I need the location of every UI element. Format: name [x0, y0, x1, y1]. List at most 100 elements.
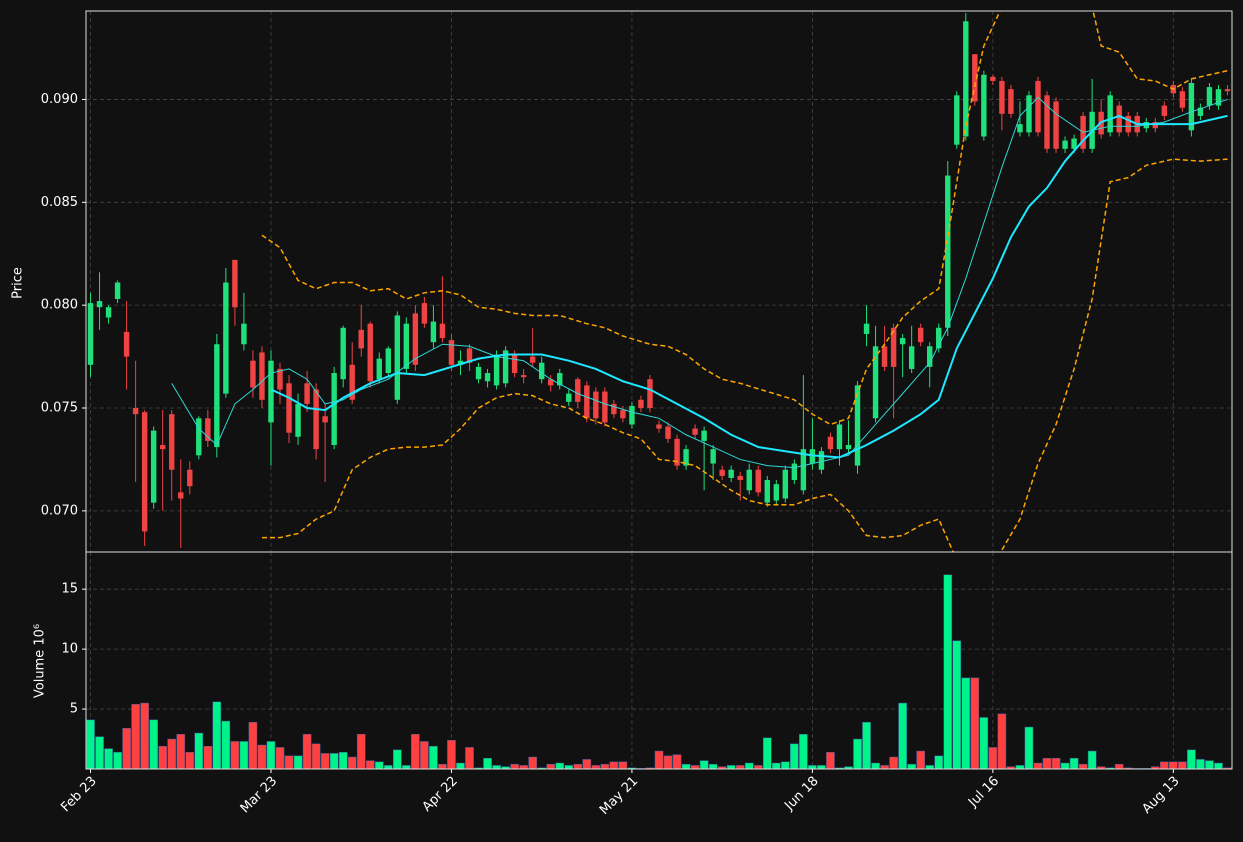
candle-body — [566, 393, 572, 402]
candle-body — [854, 385, 861, 466]
volume-bar — [1078, 763, 1088, 770]
volume-bar — [672, 754, 682, 770]
volume-bar — [266, 741, 276, 770]
volume-bar — [257, 744, 267, 770]
volume-bar — [329, 753, 339, 770]
y-tick-label: 0.070 — [41, 503, 78, 518]
y-tick-label: 0.080 — [41, 298, 78, 313]
candle-body — [295, 403, 301, 437]
moving-average — [270, 114, 1228, 459]
volume-bar — [618, 761, 628, 770]
volume-bar — [744, 762, 754, 770]
volume-bar — [979, 717, 989, 770]
candle-body — [1197, 107, 1204, 116]
candle-body — [1224, 89, 1231, 92]
candle-body — [647, 379, 653, 409]
candle-body — [1206, 87, 1213, 106]
candle-body — [430, 321, 437, 343]
volume-bar — [681, 763, 691, 770]
candle-body — [548, 379, 554, 386]
candle-body — [493, 354, 500, 386]
candle-body — [908, 346, 915, 369]
candle-body — [457, 360, 464, 365]
candle-body — [936, 327, 942, 349]
candle-body — [755, 469, 761, 493]
band-line — [261, 158, 1228, 552]
volume-bar — [600, 763, 610, 770]
volume-bar — [699, 760, 709, 770]
candle-body — [674, 438, 680, 466]
candle-body — [1026, 95, 1032, 133]
candle-body — [611, 403, 617, 415]
candle-body — [250, 360, 256, 388]
volume-bar — [1160, 761, 1169, 770]
candle-body — [954, 95, 960, 145]
candle-body — [899, 338, 906, 345]
candle-body — [818, 451, 825, 470]
volume-bar — [546, 763, 556, 770]
volume-bar — [374, 761, 384, 770]
candle-body — [557, 373, 563, 386]
volume-bar — [320, 753, 330, 770]
volume-bar — [302, 733, 312, 770]
candle-body — [890, 327, 897, 367]
volume-bar — [1214, 762, 1223, 770]
candle-body — [656, 424, 662, 429]
candle-body — [178, 492, 184, 499]
candle-body — [990, 76, 996, 81]
volume-bar — [122, 727, 131, 770]
candle-body — [1044, 95, 1050, 149]
candle-body — [746, 469, 752, 491]
candle-body — [331, 373, 337, 446]
y-tick-label: 10 — [61, 642, 78, 657]
candle-body — [1152, 122, 1159, 129]
candle-body — [1062, 140, 1068, 149]
volume-bar — [131, 704, 140, 770]
volume-bar — [690, 765, 700, 770]
candle-body — [385, 348, 391, 374]
volume-bar — [365, 760, 375, 770]
candle-body — [575, 379, 581, 402]
volume-bar — [862, 721, 871, 770]
candle-body — [538, 362, 545, 380]
candle-body — [638, 399, 644, 409]
candle-body — [511, 354, 518, 374]
volume-bar — [1114, 763, 1124, 770]
candle-body — [593, 391, 599, 419]
volume-frame — [85, 551, 1233, 770]
candle-body — [376, 358, 382, 380]
volume-bar — [293, 755, 303, 770]
volume-bar — [447, 739, 456, 770]
candle-body — [96, 301, 103, 308]
volume-bar — [790, 743, 799, 770]
volume-bar — [934, 755, 944, 770]
price-axis-label: Price — [11, 267, 26, 299]
volume-bar — [988, 747, 998, 770]
y-tick-label: 15 — [61, 582, 78, 597]
volume-panel — [86, 574, 1232, 770]
candle-body — [187, 469, 193, 487]
candle-body — [304, 383, 310, 404]
volume-bar — [158, 745, 168, 770]
volume-bar — [582, 759, 592, 770]
volume-bar — [1087, 750, 1097, 770]
volume-bar — [916, 750, 925, 770]
candle-body — [394, 315, 401, 400]
volume-bar — [456, 762, 465, 770]
volume-bar — [1051, 757, 1061, 770]
volume-bar — [104, 748, 113, 770]
volume-bar — [1015, 765, 1025, 770]
volume-bar — [753, 765, 763, 770]
candle-body — [520, 375, 527, 378]
volume-bar — [817, 765, 826, 770]
volume-bar — [402, 765, 411, 770]
candle-body — [872, 346, 879, 419]
candle-body — [421, 303, 428, 324]
candle-body — [881, 346, 888, 367]
candle-body — [358, 329, 364, 349]
candle-body — [484, 373, 491, 382]
candle-body — [1116, 105, 1122, 133]
candle-body — [1017, 124, 1023, 133]
candle-body — [972, 54, 978, 102]
